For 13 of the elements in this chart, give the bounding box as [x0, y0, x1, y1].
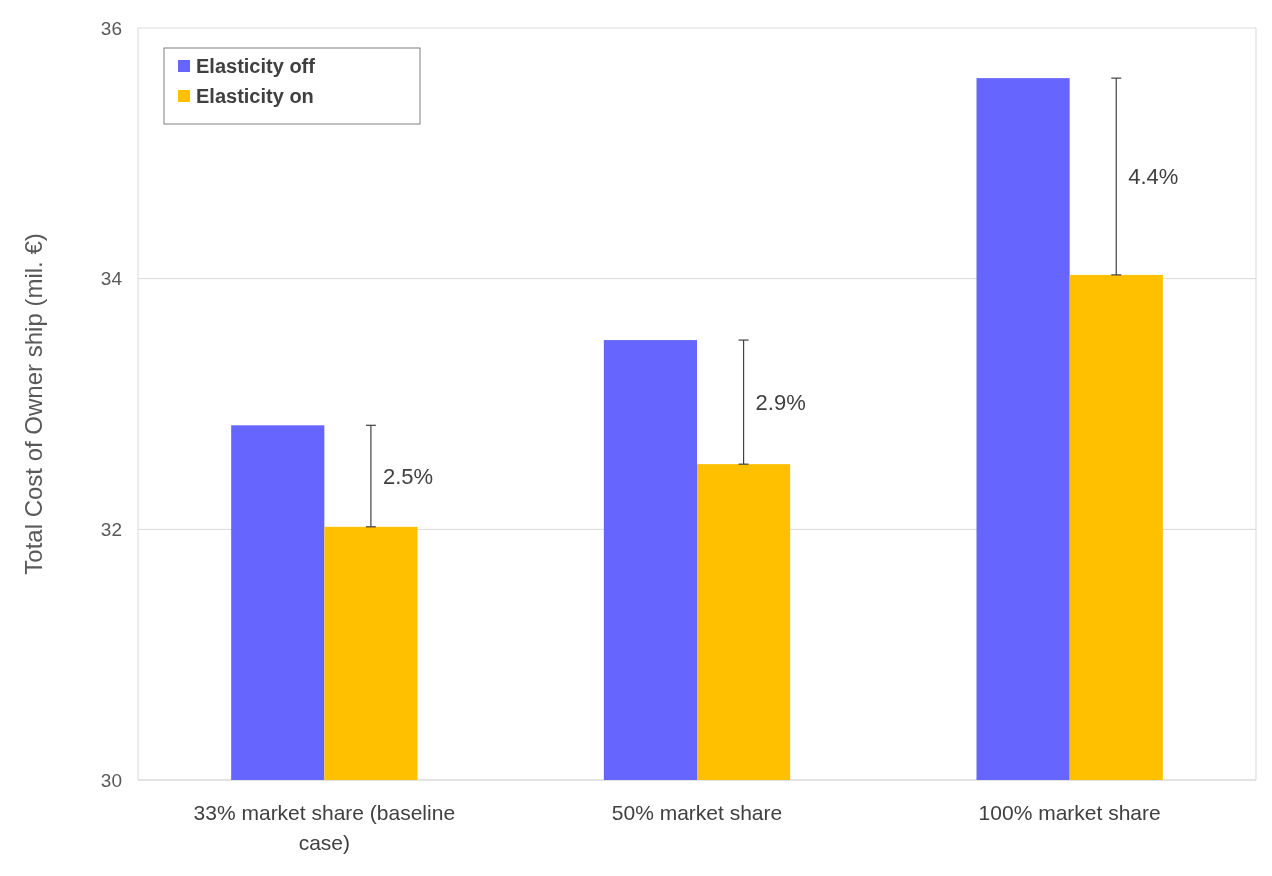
- annotation: 2.9%: [755, 389, 806, 415]
- legend-label: Elasticity off: [196, 55, 316, 77]
- annotation: 4.4%: [1128, 164, 1179, 190]
- x-tick-label: 50% market share: [611, 801, 783, 824]
- y-tick-label: 34: [100, 268, 123, 290]
- y-tick-label: 30: [100, 769, 122, 791]
- y-tick-label: 36: [100, 17, 122, 39]
- x-tick-label: 33% market share (baseline case): [193, 801, 456, 854]
- y-tick-label: 32: [100, 518, 122, 540]
- y-axis-title: Total Cost of Owner ship (mil. €): [20, 233, 48, 575]
- x-tick-label: 100% market share: [978, 801, 1161, 824]
- annotation: 2.5%: [382, 463, 434, 489]
- legend-label: Elasticity on: [196, 85, 314, 107]
